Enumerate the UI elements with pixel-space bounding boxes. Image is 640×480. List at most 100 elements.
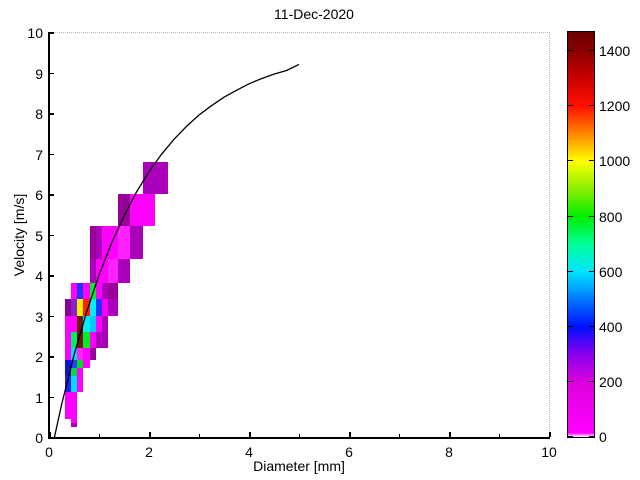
colorbar-tick-label: 400 bbox=[599, 318, 623, 335]
heatmap-cell bbox=[130, 226, 143, 259]
heatmap-cell bbox=[71, 419, 77, 423]
y-tick-mark bbox=[49, 153, 54, 155]
heatmap-cell bbox=[65, 407, 71, 411]
heatmap-cell bbox=[65, 411, 71, 415]
heatmap-cell bbox=[102, 226, 108, 259]
colorbar-tick-mark bbox=[589, 436, 594, 437]
y-tick-label: 5 bbox=[35, 227, 43, 244]
heatmap-cell bbox=[77, 384, 83, 392]
colorbar-tick-mark bbox=[589, 105, 594, 107]
heatmap-cell bbox=[90, 316, 96, 332]
y-tick-mark bbox=[49, 356, 54, 358]
heatmap-cell bbox=[83, 283, 90, 299]
heatmap-cell bbox=[71, 392, 77, 399]
y-tick-label: 8 bbox=[35, 106, 43, 122]
heatmap-cell bbox=[130, 194, 143, 226]
heatmap-cell bbox=[102, 316, 108, 332]
heatmap-cell bbox=[102, 283, 108, 299]
heatmap-cell bbox=[71, 411, 77, 415]
x-tick-mark bbox=[349, 432, 351, 437]
heatmap-cell bbox=[77, 376, 83, 384]
heatmap-cell bbox=[77, 332, 83, 348]
heatmap-cell bbox=[77, 348, 83, 360]
colorbar-tick-label: 1000 bbox=[599, 153, 631, 170]
y-tick-label: 4 bbox=[35, 268, 43, 284]
plot-box-right-edge bbox=[549, 32, 550, 437]
x-tick-mark bbox=[549, 432, 551, 437]
heatmap-cell bbox=[65, 316, 71, 332]
heatmap-cell bbox=[65, 368, 71, 376]
heatmap-cell bbox=[65, 403, 71, 407]
plot-title: 11-Dec-2020 bbox=[274, 6, 354, 22]
heatmap-cell bbox=[108, 259, 118, 283]
heatmap-cell bbox=[90, 259, 96, 283]
y-tick-label: 2 bbox=[35, 349, 43, 365]
heatmap-cell bbox=[77, 368, 83, 376]
x-minor-tick-mark bbox=[199, 434, 200, 437]
heatmap-cell bbox=[71, 399, 77, 403]
y-tick-label: 6 bbox=[35, 187, 43, 203]
heatmap-cell bbox=[96, 259, 102, 283]
colorbar-tick-label: 600 bbox=[599, 263, 623, 280]
terminal-velocity-curve bbox=[53, 63, 300, 437]
y-tick-label: 7 bbox=[35, 146, 43, 163]
x-tick-label: 10 bbox=[541, 444, 557, 460]
heatmap-cell bbox=[102, 299, 108, 316]
heatmap-cell bbox=[108, 283, 118, 299]
x-tick-mark bbox=[49, 432, 51, 437]
colorbar-tick-mark bbox=[589, 325, 594, 327]
heatmap-cell bbox=[96, 226, 102, 259]
x-tick-label: 8 bbox=[445, 444, 453, 460]
heatmap-cell bbox=[65, 332, 71, 348]
colorbar-tick-mark bbox=[568, 325, 573, 327]
plot-box-top-edge bbox=[49, 32, 550, 33]
heatmap-cell bbox=[83, 332, 90, 348]
heatmap-cell bbox=[77, 299, 83, 316]
heatmap-cell bbox=[65, 399, 71, 403]
y-tick-mark bbox=[49, 72, 54, 74]
heatmap-cell bbox=[102, 332, 108, 348]
y-tick-mark bbox=[49, 437, 54, 439]
y-tick-mark bbox=[49, 275, 54, 277]
heatmap-cell bbox=[90, 348, 96, 360]
heatmap-cell bbox=[108, 299, 118, 316]
heatmap-cell bbox=[71, 403, 77, 407]
heatmap-cell bbox=[65, 299, 71, 316]
heatmap-cell bbox=[96, 283, 102, 299]
x-minor-tick-mark bbox=[399, 434, 400, 437]
x-tick-label: 0 bbox=[45, 444, 53, 460]
heatmap-cell bbox=[71, 299, 77, 316]
colorbar-tick-mark bbox=[589, 160, 594, 162]
colorbar-tick-mark bbox=[589, 50, 594, 52]
colorbar-gradient bbox=[567, 31, 595, 438]
y-tick-mark bbox=[49, 194, 54, 196]
heatmap-cell bbox=[71, 332, 77, 348]
heatmap-cell bbox=[155, 162, 168, 194]
colorbar-tick-mark bbox=[568, 436, 573, 437]
heatmap-cell bbox=[143, 162, 155, 194]
colorbar-tick-mark bbox=[568, 215, 573, 217]
heatmap-cell bbox=[90, 226, 96, 259]
y-tick-mark bbox=[49, 396, 54, 398]
colorbar-tick-mark bbox=[589, 270, 594, 272]
colorbar-tick-label: 200 bbox=[599, 373, 623, 390]
colorbar-tick-mark bbox=[568, 160, 573, 162]
heatmap-cell bbox=[71, 368, 77, 376]
heatmap-cell bbox=[71, 360, 77, 368]
colorbar-tick-mark bbox=[568, 50, 573, 52]
y-tick-mark bbox=[49, 234, 54, 236]
heatmap-cell bbox=[143, 194, 155, 226]
heatmap-cell bbox=[83, 360, 90, 368]
heatmap-cell bbox=[77, 283, 83, 299]
colorbar-tick-label: 1200 bbox=[599, 98, 631, 115]
heatmap-cell bbox=[65, 415, 71, 419]
y-tick-label: 9 bbox=[35, 65, 43, 82]
heatmap-cell bbox=[71, 384, 77, 392]
heatmap-cell bbox=[90, 332, 96, 348]
heatmap-cell bbox=[96, 299, 102, 316]
y-tick-mark bbox=[49, 113, 54, 115]
y-tick-label: 10 bbox=[27, 25, 43, 41]
heatmap-cell bbox=[108, 226, 118, 259]
heatmap-cell bbox=[71, 423, 77, 427]
